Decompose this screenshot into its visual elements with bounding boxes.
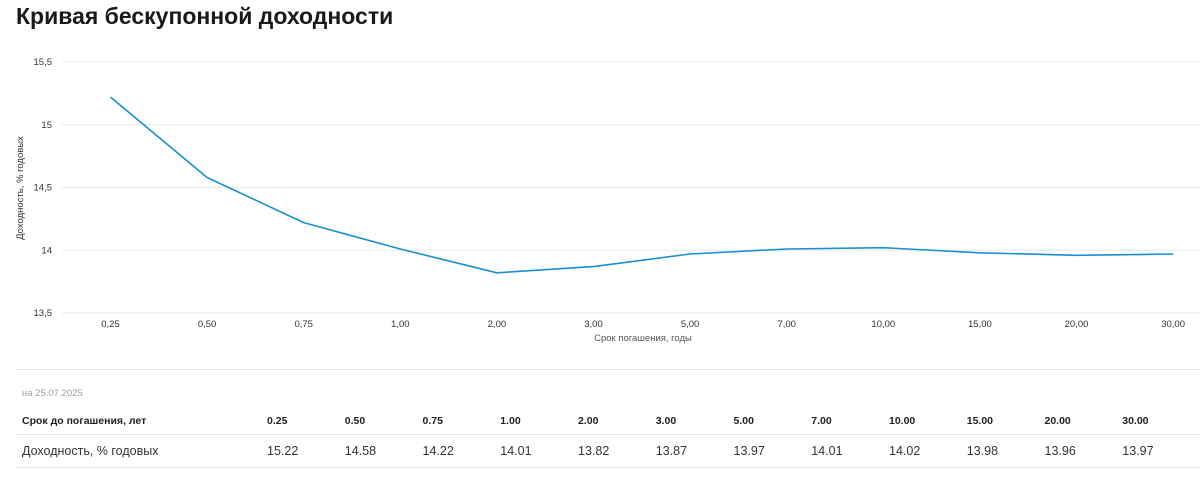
header-label: Срок до погашения, лет (22, 415, 147, 427)
term-cell: 0.75 (422, 415, 443, 427)
x-tick-label: 30,00 (1161, 319, 1185, 330)
term-cell: 1.00 (500, 415, 521, 427)
x-axis-ticks: 0,25 0,50 0,75 1,00 2,00 3,00 5,00 7,00 10,00 15,… (101, 319, 1185, 330)
yield-cell: 14.58 (344, 444, 377, 458)
x-tick-label: 5,00 (681, 319, 700, 330)
data-date: на 25.07.2025 (22, 388, 83, 399)
term-cell: 0.50 (344, 415, 366, 427)
x-tick-label: 0,50 (198, 319, 217, 330)
x-tick-label: 1,00 (391, 319, 410, 330)
term-cell: 30.00 (1122, 415, 1149, 427)
y-axis-label: Доходность, % годовых (15, 136, 26, 240)
yield-cell: 15.22 (267, 444, 299, 458)
yield-cell: 14.01 (500, 444, 532, 458)
yield-table: Срок до погашения, лет 0.25 0.50 0.75 1.… (16, 408, 1200, 468)
term-cell: 3.00 (655, 415, 677, 427)
yield-cell: 13.97 (1122, 444, 1154, 458)
page-title: Кривая бескупонной доходности (16, 3, 394, 29)
yield-cell: 13.87 (655, 444, 688, 458)
yield-cell: 13.82 (578, 444, 610, 458)
term-cell: 7.00 (811, 415, 832, 427)
yield-cell: 14.01 (811, 444, 843, 458)
yield-cell: 13.96 (1044, 444, 1076, 458)
x-axis-label: Срок погашения, годы (594, 333, 692, 344)
y-tick-label: 14 (41, 245, 52, 256)
x-tick-label: 20,00 (1065, 319, 1089, 330)
y-tick-label: 15,5 (34, 57, 53, 68)
y-tick-label: 14,5 (34, 183, 53, 194)
series-line (109, 96, 1174, 274)
y-axis-ticks: 15,5 15 14,5 14 13,5 (34, 57, 53, 319)
x-tick-label: 0,25 (101, 319, 120, 330)
chart-grid (62, 61, 1200, 314)
table-value-row: Доходность, % годовых 15.22 14.58 14.22 … (16, 434, 1200, 468)
x-tick-label: 7,00 (777, 319, 796, 330)
yield-curve-chart: 15,5 15 14,5 14 13,5 0,25 0,50 0,75 1,00 2,00 3,0… (15, 57, 1200, 344)
term-cell: 5.00 (733, 415, 754, 427)
x-tick-label: 10,00 (871, 319, 895, 330)
x-tick-label: 0,75 (294, 319, 313, 330)
divider (16, 369, 1200, 370)
yield-cell: 14.02 (889, 444, 921, 458)
x-tick-label: 15,00 (968, 319, 992, 330)
series-group (109, 96, 1174, 274)
term-cell: 2.00 (578, 415, 599, 427)
yield-cell: 14.22 (422, 444, 454, 458)
term-cell: 20.00 (1044, 415, 1071, 427)
yield-cell: 13.97 (733, 444, 765, 458)
row-label: Доходность, % годовых (22, 444, 159, 458)
y-tick-label: 15 (41, 120, 52, 131)
term-cell: 0.25 (267, 415, 288, 427)
yield-cell: 13.98 (966, 444, 999, 458)
x-tick-label: 3,00 (584, 319, 603, 330)
term-cell: 10.00 (889, 415, 916, 427)
x-tick-label: 2,00 (488, 319, 507, 330)
table-header-row: Срок до погашения, лет 0.25 0.50 0.75 1.… (16, 408, 1200, 435)
y-tick-label: 13,5 (34, 308, 53, 319)
term-cell: 15.00 (966, 415, 994, 427)
